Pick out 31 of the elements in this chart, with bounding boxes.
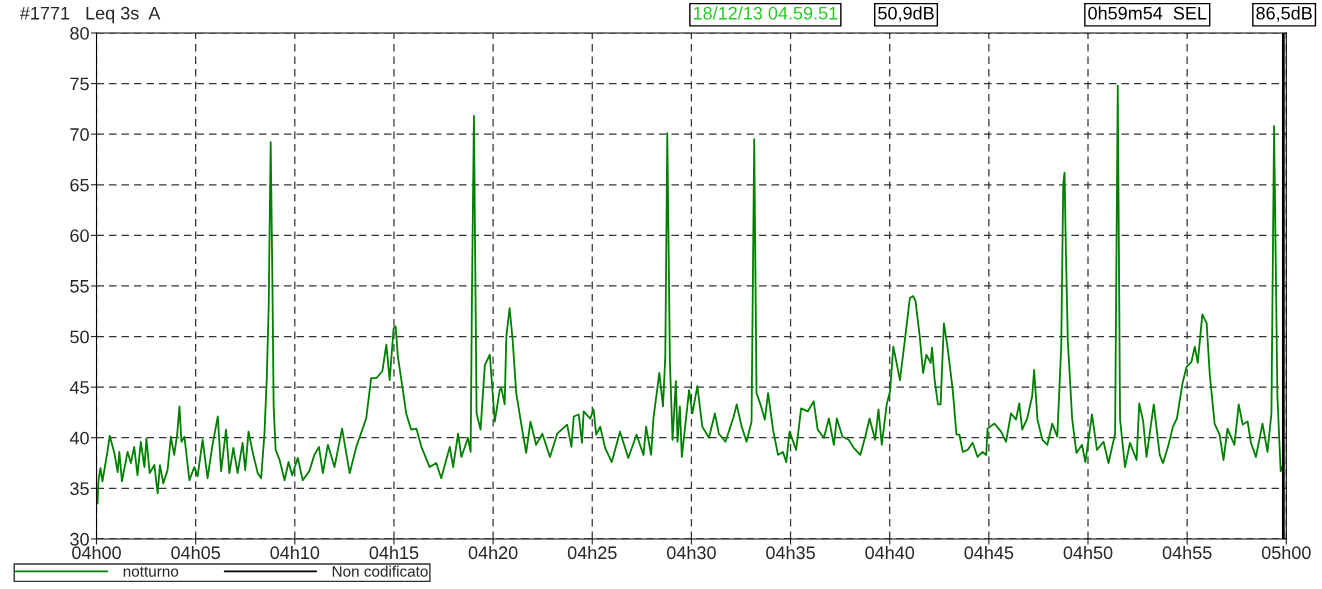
x-tick-label: 04h40	[865, 545, 915, 560]
y-tick-label: 80	[70, 26, 89, 40]
x-tick-label: 04h10	[270, 545, 320, 560]
x-tick-label: 04h35	[766, 545, 815, 560]
text: 50,9dB	[878, 6, 934, 22]
chart-title: #1771 Leq 3s A	[19, 6, 161, 24]
x-tick-label: 04h55	[1162, 545, 1212, 560]
x-tick-label: 04h45	[964, 545, 1014, 560]
text: notturno	[123, 566, 179, 577]
x-tick-label: 04h25	[567, 545, 617, 560]
x-tick-label: 04h00	[72, 545, 121, 560]
x-tick-label: 04h20	[468, 545, 518, 560]
x-tick-label: 04h30	[667, 545, 716, 560]
y-tick-label: 55	[70, 280, 89, 293]
x-tick-label: 04h15	[369, 545, 419, 560]
y-tick-label: 60	[70, 229, 89, 243]
x-tick-label: 04h50	[1063, 545, 1113, 560]
x-tick-label: 04h05	[171, 545, 221, 560]
y-tick-label: 65	[70, 178, 89, 192]
y-tick-label: 40	[69, 431, 89, 445]
y-tick-label: 70	[70, 128, 89, 141]
text: 0h59m54 SEL	[1088, 6, 1207, 20]
y-tick-label: 35	[70, 482, 89, 496]
y-tick-label: 30	[70, 532, 89, 546]
text: 86,5dB	[1256, 6, 1312, 22]
legend-label: Non codificato	[332, 565, 428, 577]
y-tick-label: 45	[69, 381, 89, 394]
x-tick-label: 05h00	[1261, 545, 1311, 560]
y-tick-label: 50	[70, 330, 89, 344]
y-tick-label: 75	[70, 77, 89, 91]
text: 18/12/13 04.59.51	[693, 6, 838, 20]
